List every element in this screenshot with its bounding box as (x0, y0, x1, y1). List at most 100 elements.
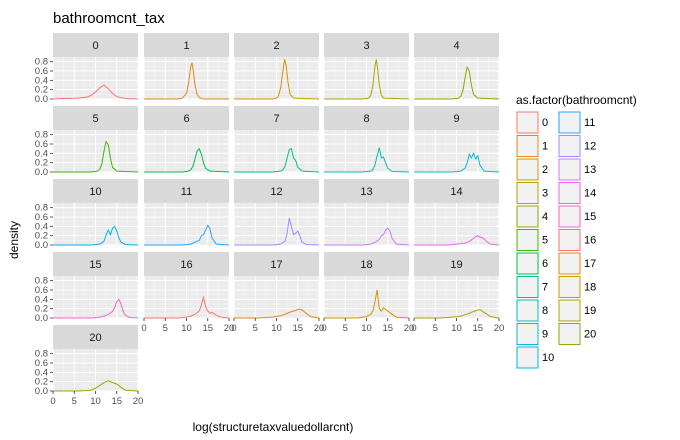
facet-strip-label: 11 (181, 186, 192, 198)
facet-panel-16: 16 0 5 10 15 20 (141, 252, 234, 334)
y-tick-label: 0.0 (35, 240, 48, 251)
density-line-9 (414, 151, 500, 173)
y-axis-label: density (7, 221, 21, 259)
legend-key (557, 157, 582, 182)
legend-key (515, 181, 540, 205)
legend-key (515, 134, 540, 158)
facet-panel-11: 11 (143, 179, 230, 246)
legend-label: 7 (542, 282, 548, 294)
facet-strip (324, 106, 409, 130)
y-tick-label: 0.2 (35, 231, 48, 242)
legend-item-1: 1 (515, 134, 548, 158)
legend-label: 4 (542, 211, 548, 223)
facet-strip (234, 252, 319, 276)
x-tick-label: 20 (133, 396, 144, 407)
facet-panel-18: 18 0 5 10 15 20 (321, 252, 414, 334)
facet-strip-label: 10 (89, 186, 101, 198)
legend-key (557, 228, 582, 252)
facet-strip-label: 6 (183, 113, 189, 125)
legend-label: 13 (584, 164, 596, 176)
facet-panel-2: 2 (233, 33, 320, 100)
density-line-1 (144, 62, 229, 100)
density-line-13 (324, 227, 410, 246)
legend-key-swatch (558, 276, 581, 298)
legend-item-4: 4 (515, 204, 548, 229)
facet-strip (144, 252, 229, 276)
legend-key-swatch (516, 299, 539, 322)
y-tick-label: 0.2 (35, 158, 48, 169)
x-tick-label: 5 (163, 323, 168, 334)
legend-label: 8 (542, 305, 548, 317)
facet-panel-13: 13 (323, 179, 410, 246)
facet-strip-label: 20 (89, 332, 101, 344)
legend-item-14: 14 (557, 181, 596, 205)
legend-item-10: 10 (515, 345, 554, 370)
legend-item-2: 2 (515, 157, 548, 182)
x-tick-label: 20 (314, 323, 325, 334)
legend-key-swatch (516, 205, 539, 228)
x-tick-label: 0 (141, 323, 146, 334)
y-tick-label: 0.6 (35, 139, 48, 150)
legend-key-swatch (516, 182, 539, 204)
facet-strip-label: 0 (92, 40, 98, 52)
facet-strip (53, 252, 138, 276)
facet-strip (324, 33, 409, 57)
density-line-6 (144, 147, 230, 173)
facet-panel-7: 7 (233, 106, 320, 173)
y-tick-label: 0.2 (35, 85, 48, 96)
legend-key-swatch (516, 111, 539, 134)
y-tick-label: 0.4 (35, 367, 48, 378)
legend-key (557, 181, 582, 205)
facet-panel-10: 10 0.00.20.40.60.8 (35, 179, 139, 251)
facet-panel-9: 9 (413, 106, 500, 173)
legend-label: 11 (584, 117, 595, 129)
legend-item-7: 7 (515, 275, 548, 299)
density-line-3 (324, 59, 410, 100)
y-tick-label: 0.6 (35, 66, 48, 77)
y-tick-label: 0.0 (35, 313, 48, 324)
legend-item-11: 11 (557, 110, 595, 135)
facet-strip-label: 4 (453, 40, 459, 52)
legend-label: 19 (584, 305, 596, 317)
legend-item-12: 12 (557, 134, 596, 158)
legend-key (557, 298, 582, 323)
chart-title: bathroomcnt_tax (53, 10, 165, 27)
legend-key (557, 110, 582, 135)
density-line-19 (414, 309, 500, 319)
legend-label: 5 (542, 235, 548, 247)
facet-strip-label: 15 (89, 259, 101, 271)
facet-strip-label: 18 (360, 259, 372, 271)
density-line-5 (53, 140, 139, 173)
facet-strip-label: 13 (360, 186, 372, 198)
legend-item-19: 19 (557, 298, 596, 323)
legend-label: 15 (584, 211, 596, 223)
legend-key (557, 204, 582, 229)
legend-label: 0 (542, 117, 548, 129)
facet-panel-6: 6 (143, 106, 230, 173)
legend-item-5: 5 (515, 228, 548, 252)
facet-strip-label: 14 (450, 186, 462, 198)
x-tick-label: 20 (494, 323, 505, 334)
facet-panel-0: 0 0.00.20.40.60.8 (35, 33, 139, 105)
legend-key-swatch (516, 346, 539, 369)
legend-key-swatch (558, 252, 581, 275)
y-tick-label: 0.8 (35, 57, 48, 68)
legend-label: 2 (542, 164, 548, 176)
facet-strip-label: 7 (273, 113, 279, 125)
legend-key-swatch (516, 252, 539, 275)
legend-key (557, 251, 582, 276)
x-tick-label: 0 (50, 396, 55, 407)
facet-strip (53, 325, 138, 349)
x-tick-label: 5 (72, 396, 77, 407)
facet-strip-label: 3 (363, 40, 369, 52)
legend-item-3: 3 (515, 181, 548, 205)
legend-item-15: 15 (557, 204, 596, 229)
legend-key (515, 204, 540, 229)
facet-strip (53, 179, 138, 203)
legend-key (515, 345, 540, 370)
facet-strip-label: 2 (273, 40, 279, 52)
legend-key-swatch (558, 205, 581, 228)
density-line-16 (144, 295, 230, 319)
facet-strip (53, 33, 138, 57)
